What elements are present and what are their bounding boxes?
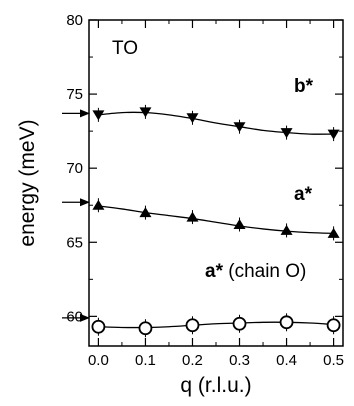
plot-frame	[88, 19, 344, 347]
annotation-a-star-chain-bold: a*	[205, 261, 224, 282]
arrow-head-1	[80, 109, 90, 118]
fit-curve-3	[98, 321, 334, 329]
data-point	[91, 319, 106, 334]
fit-curve-2	[98, 205, 334, 235]
arrow-head-3	[80, 313, 90, 322]
annotations: TO b* a* a* (chain O)	[112, 38, 314, 282]
x-tick-label: 0.2	[182, 352, 203, 369]
x-tick-label: 0.3	[229, 352, 250, 369]
data-point	[92, 110, 105, 121]
data-point	[326, 318, 341, 333]
y-tick-label: 70	[66, 160, 83, 177]
annotation-a-star-chain: a* (chain O)	[205, 261, 306, 282]
data-point	[327, 227, 340, 238]
plot-area	[91, 104, 341, 338]
data-point	[327, 129, 340, 140]
data-point	[280, 224, 293, 235]
y-tick-label: 60	[66, 308, 83, 325]
data-point	[233, 218, 246, 229]
x-tick-label: 0.1	[135, 352, 156, 369]
annotation-b-star: b*	[294, 76, 314, 97]
fit-curve-1	[98, 111, 334, 135]
y-tick-label: 80	[66, 12, 83, 29]
x-tick-label: 0.4	[276, 352, 297, 369]
data-point	[232, 316, 247, 331]
y-axis-title: energy (meV)	[16, 119, 39, 246]
x-tick-label: 0.5	[323, 352, 344, 369]
data-point	[233, 122, 246, 133]
data-point	[279, 315, 294, 330]
data-point	[139, 107, 152, 118]
annotation-to: TO	[112, 38, 138, 59]
axes: 0.0 0.1 0.2 0.3 0.4 0.5 60 65 70 75 80	[62, 12, 344, 369]
annotation-a-star: a*	[294, 184, 313, 205]
data-point	[186, 113, 199, 124]
arrow-head-2	[80, 198, 90, 207]
data-point	[138, 321, 153, 336]
data-point	[92, 199, 105, 210]
data-point	[139, 207, 152, 218]
y-tick-label: 65	[66, 234, 83, 251]
annotation-chain-o: (chain O)	[223, 261, 306, 282]
data-point	[280, 128, 293, 139]
x-axis-title: q (r.l.u.)	[180, 374, 251, 397]
data-point	[185, 318, 200, 333]
data-point	[186, 211, 199, 222]
y-tick-label: 75	[66, 86, 83, 103]
x-tick-label: 0.0	[88, 352, 109, 369]
